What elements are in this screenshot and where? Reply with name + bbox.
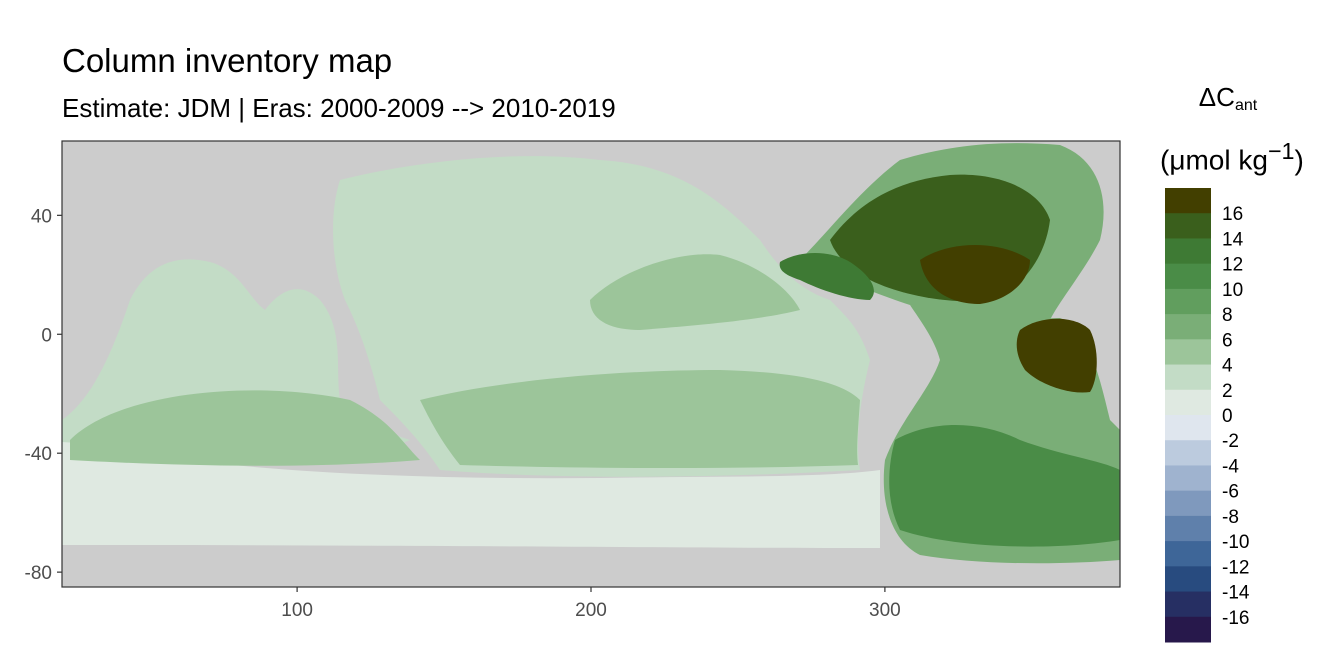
legend-break-label: -8 [1222,507,1239,528]
chart-title: Column inventory map [62,42,393,79]
y-tick-label: -40 [25,444,52,465]
legend-break-label: 0 [1222,406,1233,427]
legend-break-label: -4 [1222,456,1239,477]
x-tick-label: 300 [869,600,901,621]
y-tick-label: 40 [31,206,52,227]
pacific-ocean-north [590,254,800,330]
pacific-ocean-central [420,370,860,469]
y-axis: 40 0 -40 -80 [25,206,62,584]
legend-color-step [1165,263,1211,290]
legend-color-step [1165,440,1211,466]
indian-ocean-south [70,390,420,466]
legend-color-step [1165,364,1211,391]
legend-color-step [1165,339,1211,366]
legend-color-step [1165,515,1211,542]
legend-color-step [1165,566,1211,593]
legend-break-label: -2 [1222,431,1239,452]
legend-colorbar [1165,188,1211,643]
legend-color-step [1165,238,1211,265]
legend-break-label: -14 [1222,583,1250,604]
legend-color-step [1165,213,1211,239]
legend-break-label: 16 [1222,204,1243,225]
legend-labels: 16 14 12 10 8 6 4 2 0 -2 -4 -6 -8 -10 -12 -14 -16 [1222,204,1250,629]
legend-title: ΔCant [1158,84,1298,114]
legend-break-label: 6 [1222,330,1233,351]
legend-color-step [1165,541,1211,567]
legend-color-step [1165,389,1211,416]
legend-color-step [1165,288,1211,315]
y-tick-label: 0 [41,325,52,346]
legend-break-label: -10 [1222,532,1249,553]
legend-color-step [1165,591,1211,618]
legend-units: (μmol kg−1) [1160,138,1304,176]
legend-break-label: 8 [1222,305,1233,326]
x-tick-label: 100 [281,600,313,621]
legend-break-label: -12 [1222,557,1249,578]
legend-color-step [1165,490,1211,517]
legend-units-sup: −1 [1267,138,1295,164]
legend-color-step [1165,188,1211,214]
chart-subtitle: Estimate: JDM | Eras: 2000-2009 --> 2010… [62,93,616,123]
legend-break-label: -6 [1222,482,1239,503]
legend-title-sub: ant [1234,97,1258,114]
legend-break-label: 4 [1222,356,1233,377]
legend-color-step [1165,415,1211,441]
legend-break-label: 14 [1222,229,1244,250]
atlantic-equatorial-max [1016,318,1097,393]
caribbean [779,253,874,300]
legend-break-label: -16 [1222,608,1249,629]
x-axis: 100 200 300 [281,587,901,621]
legend-units-close: ) [1294,144,1304,176]
legend-color-step [1165,616,1211,643]
ocean-field [62,143,1120,564]
southern-ocean [62,440,880,548]
legend-title-main: ΔC [1198,82,1235,112]
legend-units-open: (μmol kg [1160,144,1268,176]
atlantic-north-max [920,245,1030,304]
legend-break-label: 12 [1222,255,1243,276]
legend-color-step [1165,314,1211,340]
legend-color-step [1165,465,1211,492]
atlantic-south [889,425,1120,547]
x-tick-label: 200 [575,600,607,621]
legend-break-label: 10 [1222,280,1243,301]
legend-break-label: 2 [1222,381,1233,402]
y-tick-label: -80 [25,563,52,584]
